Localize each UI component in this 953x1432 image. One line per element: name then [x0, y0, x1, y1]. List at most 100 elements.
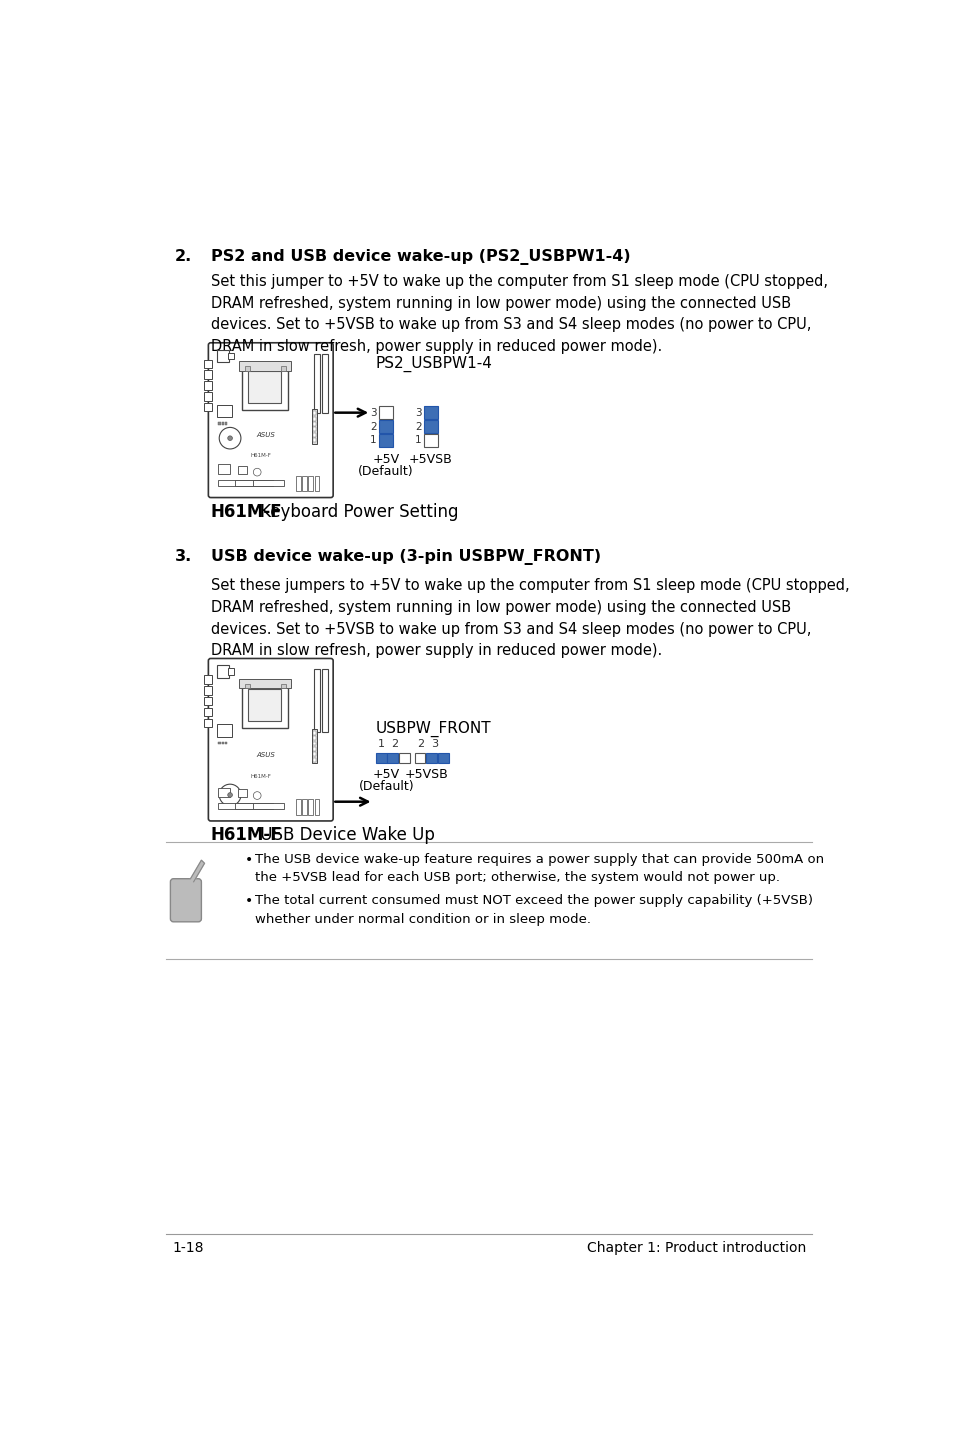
Bar [415, 753, 425, 763]
Bar [238, 679, 291, 689]
Bar [281, 684, 286, 689]
Bar [302, 799, 307, 815]
Bar [218, 480, 273, 485]
Bar [313, 758, 315, 762]
Text: Keyboard Power Setting: Keyboard Power Setting [254, 503, 457, 521]
Text: 3.: 3. [174, 548, 193, 564]
Bar [216, 725, 233, 736]
Text: +5V: +5V [372, 453, 399, 465]
Bar [204, 392, 212, 401]
Text: 3: 3 [370, 408, 376, 418]
Bar [253, 803, 283, 809]
Bar [281, 367, 286, 371]
Text: 1-18: 1-18 [172, 1240, 203, 1254]
Circle shape [228, 435, 233, 441]
Bar [314, 799, 319, 815]
Bar [426, 753, 436, 763]
Text: H61M-F: H61M-F [251, 453, 271, 458]
Text: The USB device wake-up feature requires a power supply that can provide 500mA on: The USB device wake-up feature requires … [254, 852, 823, 884]
Bar [378, 420, 393, 432]
Text: Set these jumpers to +5V to wake up the computer from S1 sleep mode (CPU stopped: Set these jumpers to +5V to wake up the … [211, 579, 848, 659]
Bar [235, 480, 266, 485]
Bar [204, 359, 212, 368]
Bar [216, 405, 233, 417]
Bar [235, 803, 266, 809]
Bar [218, 742, 220, 745]
Text: +5VSB: +5VSB [404, 768, 448, 780]
Bar [378, 407, 393, 420]
Bar [204, 381, 212, 390]
Bar [313, 422, 315, 425]
Bar [314, 475, 319, 491]
Bar [302, 475, 307, 491]
Bar [378, 434, 393, 447]
Text: H61M-F: H61M-F [211, 826, 282, 845]
Text: USBPW_FRONT: USBPW_FRONT [375, 720, 491, 736]
Bar [314, 669, 319, 732]
Text: PS2_USBPW1-4: PS2_USBPW1-4 [375, 357, 492, 372]
Bar [313, 742, 315, 746]
Text: Set this jumper to +5V to wake up the computer from S1 sleep mode (CPU stopped,
: Set this jumper to +5V to wake up the co… [211, 275, 827, 354]
Bar [313, 428, 315, 431]
Bar [387, 753, 397, 763]
Bar [295, 475, 300, 491]
Text: H61M-F: H61M-F [251, 775, 271, 779]
Bar [237, 789, 247, 798]
Text: 2.: 2. [174, 249, 193, 263]
Bar [242, 682, 287, 727]
Bar [221, 422, 224, 425]
Bar [216, 349, 229, 362]
Bar [248, 689, 281, 722]
Bar [204, 371, 212, 379]
Bar [204, 719, 212, 727]
Text: (Default): (Default) [357, 465, 414, 478]
Bar [313, 748, 315, 750]
Bar [423, 434, 437, 447]
Bar [312, 729, 316, 763]
Bar [224, 422, 227, 425]
Bar [308, 475, 313, 491]
Bar [295, 799, 300, 815]
Bar [313, 730, 315, 735]
Bar [253, 480, 283, 485]
Bar [313, 411, 315, 415]
FancyArrowPatch shape [335, 408, 365, 417]
Text: 1: 1 [415, 435, 421, 445]
Bar [423, 407, 437, 420]
Bar [204, 697, 212, 706]
Bar [218, 788, 230, 798]
Bar [321, 669, 328, 732]
Bar [204, 676, 212, 684]
Bar [245, 367, 250, 371]
Text: +5VSB: +5VSB [409, 453, 453, 465]
Polygon shape [191, 861, 204, 882]
Bar [224, 742, 227, 745]
Text: 2: 2 [370, 421, 376, 431]
Text: +5V: +5V [373, 768, 399, 780]
Text: (Default): (Default) [358, 780, 414, 793]
Text: H61M-F: H61M-F [211, 503, 282, 521]
Circle shape [253, 792, 261, 799]
FancyBboxPatch shape [171, 879, 201, 922]
Bar [313, 417, 315, 421]
Bar [248, 371, 281, 404]
Text: 2  3: 2 3 [418, 739, 439, 749]
Bar [204, 707, 212, 716]
Bar [237, 465, 247, 474]
Bar [238, 361, 291, 371]
Text: ASUS: ASUS [256, 432, 275, 438]
Text: USB Device Wake Up: USB Device Wake Up [254, 826, 435, 845]
Bar [313, 432, 315, 437]
Bar [312, 410, 316, 444]
Bar [228, 669, 233, 674]
Text: ASUS: ASUS [256, 752, 275, 759]
Bar [313, 438, 315, 442]
Bar [245, 684, 250, 689]
Bar [218, 464, 230, 474]
Circle shape [228, 793, 233, 798]
Bar [375, 753, 386, 763]
Circle shape [253, 468, 261, 475]
Bar [314, 354, 319, 412]
Bar [423, 420, 437, 432]
Bar [228, 352, 233, 359]
